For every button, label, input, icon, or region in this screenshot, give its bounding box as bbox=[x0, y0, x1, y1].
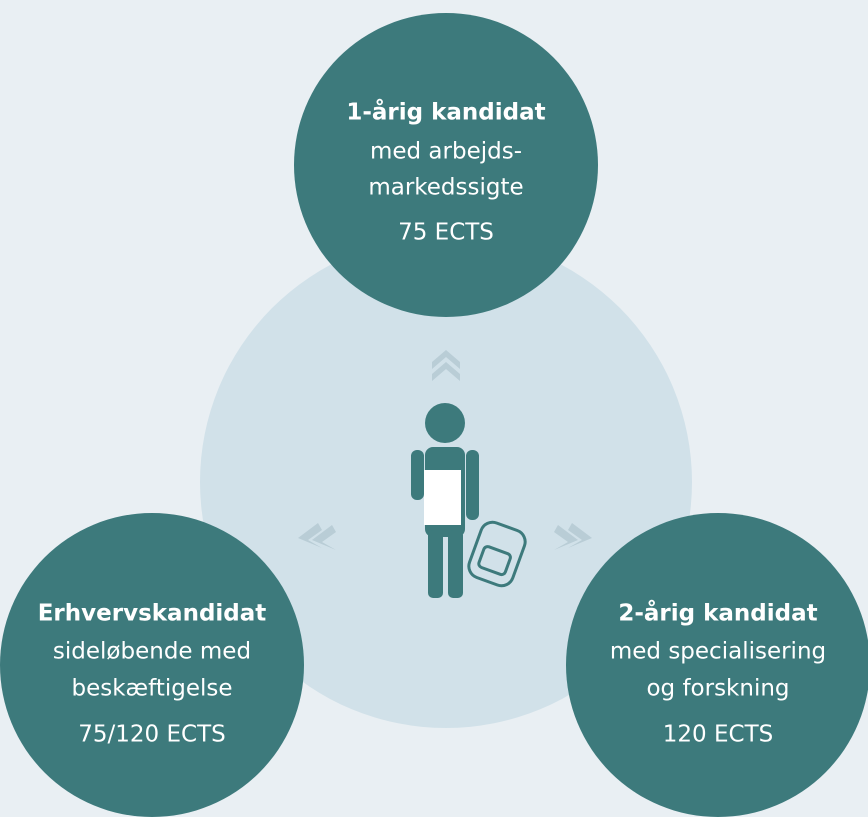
node-title: Erhvervskandidat bbox=[38, 601, 267, 627]
node-circle bbox=[566, 513, 868, 817]
node-ects: 75/120 ECTS bbox=[78, 722, 225, 748]
node-ects: 120 ECTS bbox=[663, 722, 773, 748]
node-title: 2-årig kandidat bbox=[618, 600, 817, 627]
node-line: med specialisering bbox=[610, 639, 826, 665]
node-line: markedssigte bbox=[368, 175, 523, 201]
node-circle bbox=[294, 13, 598, 317]
node-ects: 75 ECTS bbox=[398, 220, 494, 246]
node-title: 1-årig kandidat bbox=[346, 99, 545, 126]
person-icon bbox=[411, 403, 527, 598]
node-line: sideløbende med bbox=[53, 639, 251, 665]
node-line: med arbejds- bbox=[370, 139, 522, 165]
node-line: beskæftigelse bbox=[71, 676, 232, 702]
node-circle bbox=[0, 513, 304, 817]
node-line: og forskning bbox=[646, 676, 789, 702]
arrows bbox=[298, 350, 592, 550]
